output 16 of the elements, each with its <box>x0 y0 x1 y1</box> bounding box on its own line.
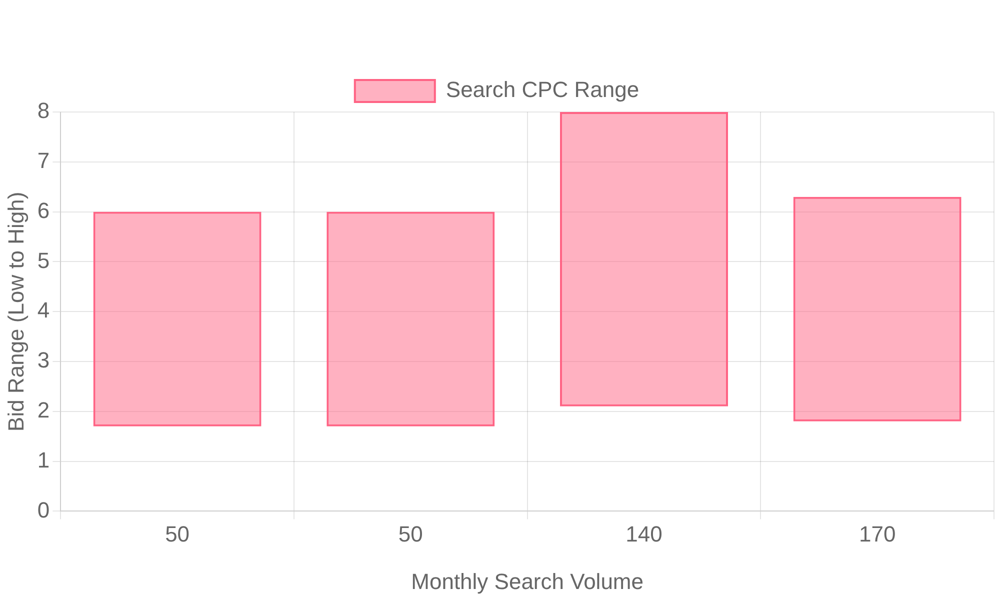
x-tick-label: 50 <box>398 521 423 546</box>
x-tick-label: 50 <box>165 521 190 546</box>
x-axis-title: Monthly Search Volume <box>411 568 644 594</box>
y-axis-title: Bid Range (Low to High) <box>3 192 28 432</box>
y-tick-label: 3 <box>37 348 50 373</box>
y-tick-label: 2 <box>37 397 50 422</box>
y-tick-label: 6 <box>37 198 50 223</box>
y-tick-label: 4 <box>37 298 50 323</box>
y-tick-label: 0 <box>37 497 50 522</box>
legend-label: Search CPC Range <box>446 77 640 102</box>
x-tick-label: 140 <box>626 521 662 546</box>
y-tick-label: 1 <box>37 447 50 472</box>
y-tick-label: 5 <box>37 248 50 273</box>
x-tick-label: 170 <box>858 521 896 546</box>
y-tick-label: 8 <box>37 98 50 124</box>
y-tick-label: 7 <box>37 148 50 173</box>
